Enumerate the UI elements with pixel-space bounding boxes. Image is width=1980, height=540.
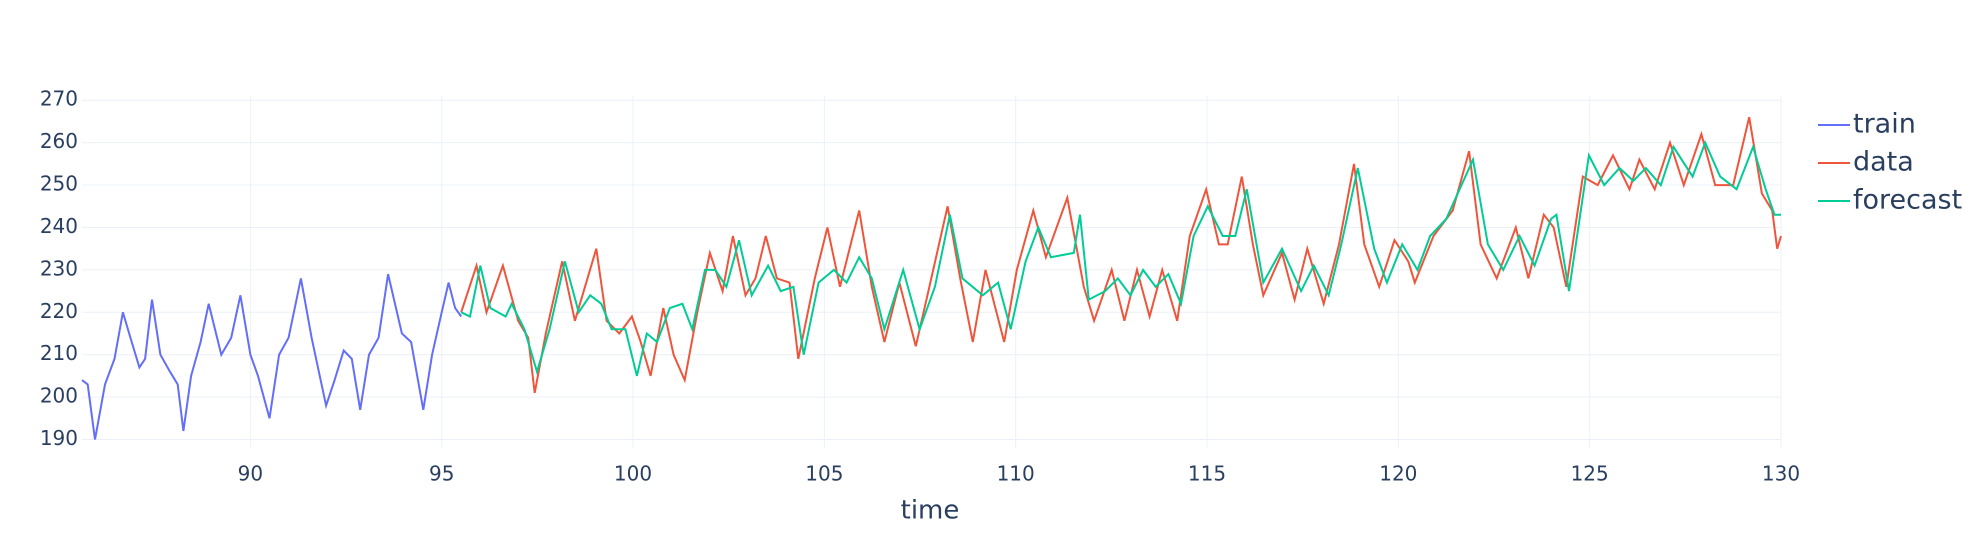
x-tick-label: 125: [1571, 462, 1609, 486]
line-series: [81, 273, 463, 440]
x-tick-label: 110: [997, 462, 1035, 486]
y-tick-label: 210: [40, 341, 78, 365]
x-tick-label: 90: [238, 462, 263, 486]
y-tick-label: 200: [40, 384, 78, 408]
y-tick-label: 220: [40, 299, 78, 323]
x-tick-label: 105: [805, 462, 843, 486]
x-tick-label: 120: [1379, 462, 1417, 486]
line-series: [460, 140, 1781, 377]
y-tick-label: 190: [40, 426, 78, 450]
y-tick-label: 260: [40, 129, 78, 153]
x-tick-label: 95: [429, 462, 454, 486]
x-tick-label: 115: [1188, 462, 1226, 486]
x-tick-label: 100: [614, 462, 652, 486]
line-series: [460, 116, 1782, 394]
legend-label: train: [1853, 109, 1916, 140]
legend-label: data: [1853, 147, 1914, 178]
legend-label: forecast: [1853, 185, 1962, 216]
y-tick-label: 250: [40, 172, 78, 196]
y-tick-label: 230: [40, 256, 78, 280]
x-tick-label: 130: [1762, 462, 1800, 486]
y-tick-label: 240: [40, 214, 78, 238]
y-tick-label: 270: [40, 87, 78, 111]
x-axis-title: time: [901, 496, 960, 526]
